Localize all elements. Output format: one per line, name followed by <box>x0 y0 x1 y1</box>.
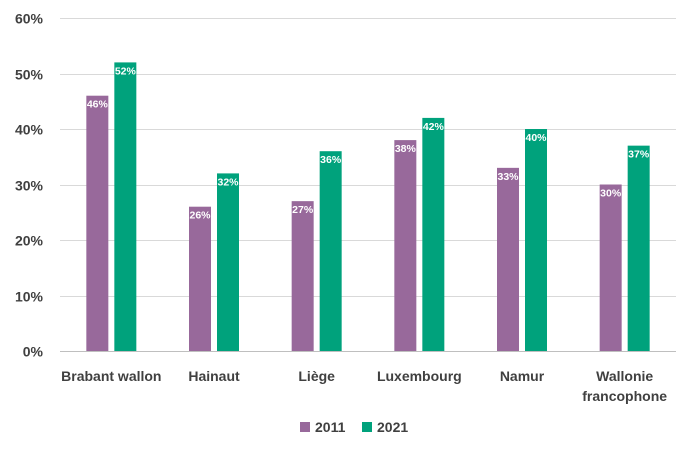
bar-2011 <box>189 206 211 351</box>
bar-2011 <box>86 95 109 351</box>
data-label: 26% <box>189 210 211 222</box>
data-label: 32% <box>217 176 239 188</box>
bar-2021 <box>114 62 137 352</box>
bars <box>86 62 650 352</box>
y-tick-label: 60% <box>15 11 44 27</box>
category-label: Luxembourg <box>377 368 462 384</box>
y-axis-tick-labels: 0% 10% 20% 30% 40% 50% 60% <box>15 11 44 360</box>
category-label: Hainaut <box>188 368 240 384</box>
data-label: 27% <box>292 204 314 216</box>
legend-label: 2011 <box>315 419 346 435</box>
category-label: Liège <box>298 368 335 384</box>
y-tick-label: 0% <box>23 344 44 360</box>
data-label: 37% <box>628 149 650 161</box>
bar-2011 <box>497 167 519 351</box>
data-label: 38% <box>395 143 417 155</box>
data-label: 33% <box>497 171 519 183</box>
bar-2021 <box>525 129 547 351</box>
bar-2011 <box>394 140 417 351</box>
x-axis-category-labels: Brabant wallon Hainaut Liège Luxembourg Namu… <box>61 368 667 404</box>
data-label: 30% <box>600 188 622 200</box>
legend-swatch <box>300 422 310 432</box>
bar-2011 <box>291 201 314 351</box>
data-label: 40% <box>525 132 547 144</box>
data-labels: 46% 52% 26% 32% 27% 36% 38% 42% 33% 40% 30% 37% <box>87 65 650 221</box>
data-label: 52% <box>115 65 137 77</box>
legend-swatch <box>362 422 372 432</box>
category-label: francophone <box>582 388 667 404</box>
category-label: Brabant wallon <box>61 368 161 384</box>
y-tick-label: 50% <box>15 67 44 83</box>
category-label: Namur <box>500 368 545 384</box>
data-label: 36% <box>320 154 342 166</box>
bar-2021 <box>627 145 650 351</box>
y-tick-label: 30% <box>15 178 44 194</box>
y-tick-label: 10% <box>15 289 44 305</box>
bar-2021 <box>422 117 445 352</box>
y-tick-label: 40% <box>15 122 44 138</box>
bar-2011 <box>599 184 622 351</box>
bar-2021 <box>217 173 239 351</box>
legend: 2011 2021 <box>300 419 408 435</box>
bar-2021 <box>319 151 342 351</box>
y-tick-label: 20% <box>15 233 44 249</box>
gridlines <box>60 18 676 352</box>
data-label: 46% <box>87 99 109 111</box>
data-label: 42% <box>423 121 445 133</box>
category-label: Wallonie <box>596 368 653 384</box>
legend-label: 2021 <box>377 419 408 435</box>
